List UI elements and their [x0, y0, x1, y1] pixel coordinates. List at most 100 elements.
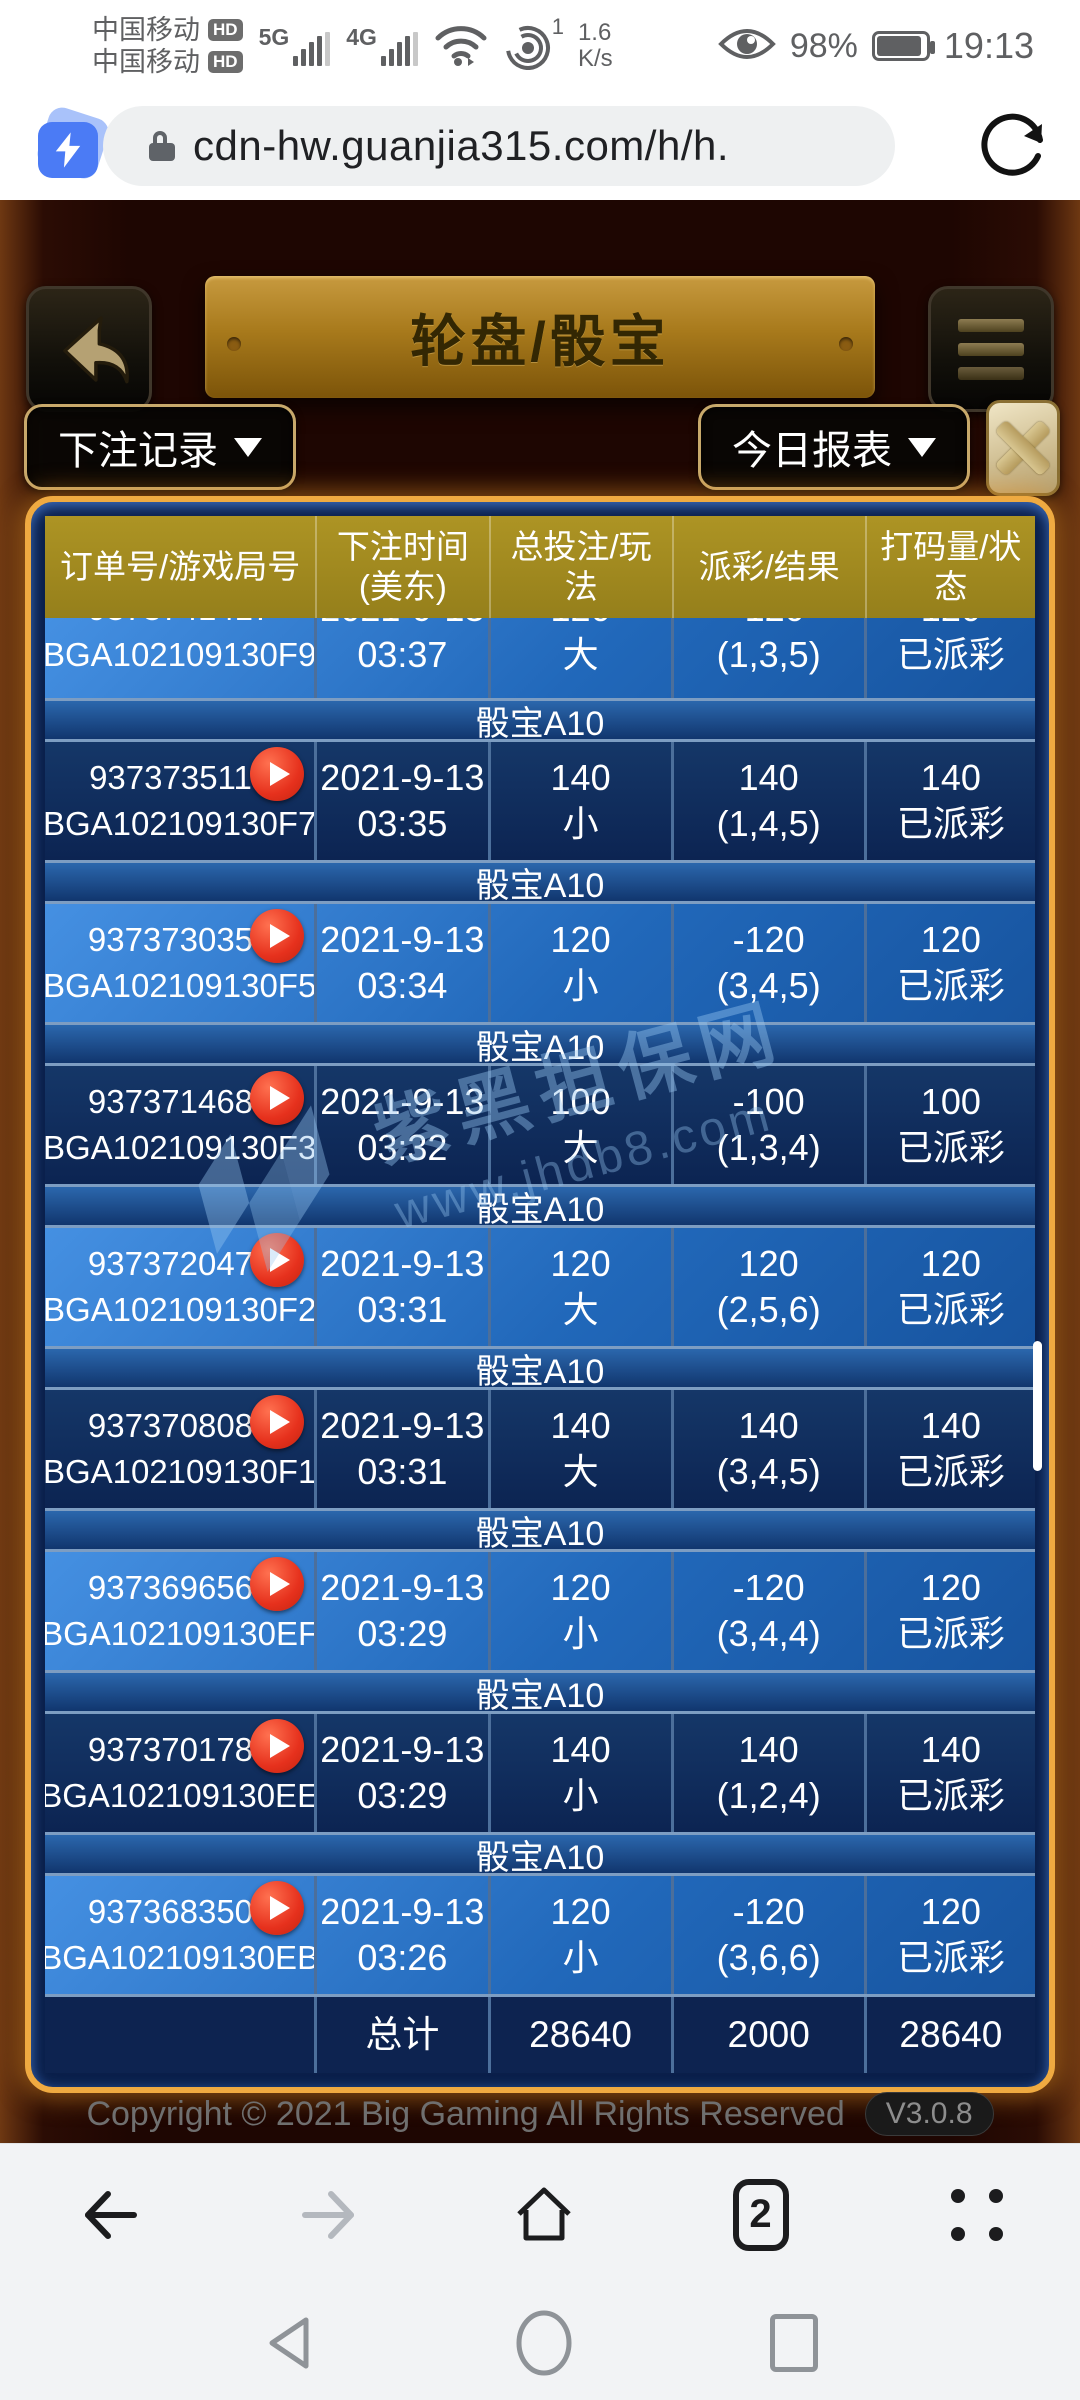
cell-bet: 100 大 [491, 1066, 674, 1184]
cell-bet: 120 小 [491, 1552, 674, 1670]
cell-turnover: 140 已派彩 [896, 757, 1005, 844]
table-row: 9373683501 BGA102109130EB 2021-9-13 03:2… [45, 1876, 1035, 1994]
cell-payout: -100 (1,3,4) [674, 1066, 867, 1184]
table-row: 9373741417 BGA102109130F9 2021-9-13 03:3… [45, 618, 1035, 698]
cell-order: 9373741417 BGA102109130F9 [45, 618, 318, 698]
total-payout: 2000 [674, 1997, 867, 2073]
game-area: 轮盘/骰宝 下注记录 今日报表 订单号/游戏局号 下注时间 (美东) 总投注/ [0, 200, 1080, 2143]
cell-time: 2021-9-13 03:34 [317, 904, 491, 1022]
scrollbar-thumb[interactable] [1033, 1341, 1042, 1471]
carrier-name-2: 中国移动 [92, 47, 200, 77]
close-button[interactable] [986, 400, 1060, 496]
browser-forward-button[interactable] [283, 2170, 373, 2260]
game-name-separator: 骰宝A10 [45, 1832, 1035, 1877]
table-row: 9373696563 BGA102109130EF 2021-9-13 03:2… [45, 1552, 1035, 1670]
android-back-button[interactable] [262, 2312, 318, 2374]
menu-dots-icon [951, 2188, 1003, 2241]
cell-turnover: 120 已派彩 [896, 1891, 1005, 1978]
lock-icon [149, 131, 175, 161]
play-icon [270, 1410, 291, 1434]
status-right: 98% 19:13 [718, 25, 1034, 68]
table-row: 9373735118 BGA102109130F7 2021-9-13 03:3… [45, 742, 1035, 860]
cell-turnover: 140 已派彩 [896, 1729, 1005, 1816]
cell-turnover: 100 已派彩 [896, 1081, 1005, 1168]
bet-records-dropdown[interactable]: 下注记录 [24, 404, 296, 490]
play-icon [270, 1734, 291, 1758]
cell-time: 2021-9-13 03:26 [317, 1876, 491, 1994]
hamburger-icon [958, 318, 1024, 332]
cell-order: 9373701781 BGA102109130EE [45, 1714, 318, 1832]
play-button[interactable] [250, 1395, 305, 1449]
chevron-down-icon [234, 437, 262, 457]
play-button[interactable] [250, 909, 305, 963]
browser-home-button[interactable] [499, 2170, 589, 2260]
menu-button[interactable] [928, 286, 1054, 412]
address-bar[interactable]: cdn-hw.guanjia315.com/h/h. [103, 106, 895, 186]
signal-5g: 5G [259, 26, 331, 66]
cell-payout: 140 (3,4,5) [674, 1390, 867, 1508]
play-icon [270, 762, 291, 786]
back-button[interactable] [26, 286, 152, 412]
android-home-button[interactable] [513, 2308, 575, 2378]
cell-order: 9373714683 BGA102109130F3 [45, 1066, 318, 1184]
chevron-down-icon [908, 437, 936, 457]
cell-order: 9373683501 BGA102109130EB [45, 1876, 318, 1994]
url-text: cdn-hw.guanjia315.com/h/h. [193, 122, 730, 169]
cell-time: 2021-9-13 03:31 [317, 1228, 491, 1346]
browser-toolbar: 2 [0, 2143, 1080, 2285]
cell-bet: 120 大 [491, 618, 674, 698]
android-recents-button[interactable] [770, 2313, 818, 2372]
play-icon [270, 924, 291, 948]
cell-turnover: 140 已派彩 [896, 1405, 1005, 1492]
total-bet: 28640 [491, 1997, 674, 2073]
table-header: 订单号/游戏局号 下注时间 (美东) 总投注/玩法 派彩/结果 打码量/状态 [45, 516, 1035, 618]
play-button[interactable] [250, 1719, 305, 1773]
header-bet: 总投注/玩法 [491, 516, 674, 618]
browser-back-button[interactable] [66, 2170, 156, 2260]
wifi-icon [434, 22, 488, 71]
game-name-separator: 骰宝A10 [45, 1508, 1035, 1553]
table-row: 9373708080 BGA102109130F1 2021-9-13 03:3… [45, 1390, 1035, 1508]
game-name-separator: 骰宝A10 [45, 1670, 1035, 1715]
lightning-icon [38, 122, 98, 178]
hotspot-icon: 1 [504, 14, 564, 70]
cell-turnover: 120 已派彩 [896, 1567, 1005, 1654]
cell-time: 2021-9-13 03:37 [317, 618, 491, 698]
tab-count: 2 [732, 2178, 789, 2251]
play-button[interactable] [250, 1557, 305, 1611]
browser-url-row: cdn-hw.guanjia315.com/h/h. [0, 92, 1080, 200]
refresh-button[interactable] [976, 108, 1052, 184]
clock: 19:13 [943, 25, 1034, 66]
cell-time: 2021-9-13 03:29 [317, 1714, 491, 1832]
play-button[interactable] [250, 1233, 305, 1287]
cell-bet: 120 小 [491, 1876, 674, 1994]
header-payout: 派彩/结果 [674, 516, 867, 618]
cell-turnover: 120 已派彩 [896, 919, 1005, 1006]
eye-comfort-icon [718, 25, 776, 68]
total-row: 总计 28640 2000 28640 [45, 1994, 1035, 2073]
quick-access-icon[interactable] [33, 103, 113, 183]
game-name-separator: 骰宝A10 [45, 1346, 1035, 1391]
cell-time: 2021-9-13 03:29 [317, 1552, 491, 1670]
table-row: 9373701781 BGA102109130EE 2021-9-13 03:2… [45, 1714, 1035, 1832]
game-name-separator: 骰宝A10 [45, 698, 1035, 743]
table-row: 9373730359 BGA102109130F5 2021-9-13 03:3… [45, 904, 1035, 1022]
play-button[interactable] [250, 747, 305, 801]
cell-payout: -120 (3,6,6) [674, 1876, 867, 1994]
version-badge: V3.0.8 [864, 2092, 994, 2136]
browser-menu-button[interactable] [932, 2170, 1022, 2260]
cell-bet: 120 大 [491, 1228, 674, 1346]
browser-tabs-button[interactable]: 2 [716, 2170, 806, 2260]
total-turnover: 28640 [899, 2014, 1003, 2055]
play-button[interactable] [250, 1881, 305, 1935]
today-report-dropdown[interactable]: 今日报表 [698, 404, 970, 490]
play-button[interactable] [250, 1071, 305, 1125]
game-name-separator: 骰宝A10 [45, 1184, 1035, 1229]
cell-time: 2021-9-13 03:32 [317, 1066, 491, 1184]
signal-bars-icon [293, 32, 331, 66]
cell-bet: 120 小 [491, 904, 674, 1022]
cell-order: 9373730359 BGA102109130F5 [45, 904, 318, 1022]
page-title-banner: 轮盘/骰宝 [205, 276, 875, 398]
game-name-separator: 骰宝A10 [45, 860, 1035, 905]
cell-turnover: 120 已派彩 [896, 1243, 1005, 1330]
